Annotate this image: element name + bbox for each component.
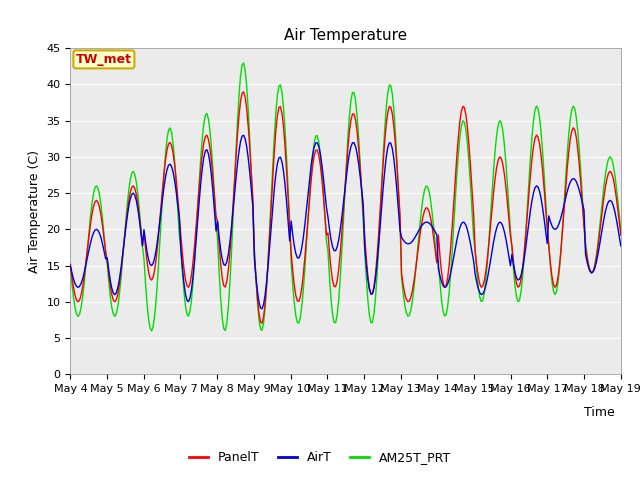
Text: Time: Time [584,406,614,419]
Legend: PanelT, AirT, AM25T_PRT: PanelT, AirT, AM25T_PRT [184,446,456,469]
Text: TW_met: TW_met [76,53,132,66]
Y-axis label: Air Temperature (C): Air Temperature (C) [28,150,41,273]
Title: Air Temperature: Air Temperature [284,28,407,43]
